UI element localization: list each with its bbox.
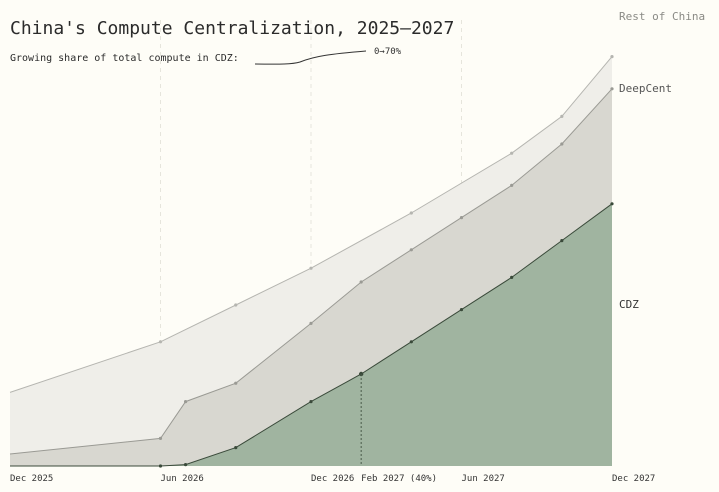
point-cdz-1 <box>158 464 163 468</box>
point-deepcent-9 <box>560 142 564 146</box>
series-label-rest-of-china: Rest of China <box>619 10 705 23</box>
point-rest-of-china-4 <box>409 211 413 215</box>
point-cdz-6 <box>409 340 413 344</box>
area-layers <box>10 56 612 467</box>
point-rest-of-china-6 <box>560 114 564 118</box>
series-labels: CDZ DeepCent Rest of China <box>619 10 705 311</box>
point-cdz-10 <box>610 202 614 206</box>
point-rest-of-china-2 <box>234 303 238 307</box>
x-tick-label: Dec 2026 <box>311 474 354 484</box>
subtitle-range: 0→70% <box>374 47 402 57</box>
point-rest-of-china-5 <box>510 151 514 155</box>
series-label-cdz: CDZ <box>619 298 639 311</box>
x-tick-label: Jun 2026 <box>161 474 204 484</box>
x-axis-ticks: Dec 2025 Jun 2026 Dec 2026 Feb 2027 (40%) Ju… <box>10 474 655 484</box>
x-tick-label: Feb 2027 (40%) <box>361 474 437 484</box>
point-deepcent-3 <box>234 381 238 385</box>
point-deepcent-5 <box>359 280 363 284</box>
point-deepcent-6 <box>409 248 413 252</box>
x-tick-label: Dec 2025 <box>10 474 53 484</box>
point-cdz-3 <box>234 446 238 450</box>
point-rest-of-china-3 <box>309 266 313 270</box>
point-rest-of-china-7 <box>610 55 614 59</box>
series-label-deepcent: DeepCent <box>619 82 672 95</box>
point-cdz-8 <box>510 275 514 279</box>
point-deepcent-2 <box>183 400 188 404</box>
x-tick-label: Jun 2027 <box>462 474 505 484</box>
point-cdz-2 <box>183 463 188 467</box>
line-rest-of-china <box>9 56 613 393</box>
point-deepcent-7 <box>459 216 464 220</box>
point-cdz-7 <box>459 308 464 312</box>
point-cdz-9 <box>560 239 564 243</box>
point-cdz-4 <box>309 400 313 404</box>
point-deepcent-8 <box>510 183 514 187</box>
point-deepcent-10 <box>610 87 614 91</box>
series-points <box>158 55 614 468</box>
chart-title: China's Compute Centralization, 2025–202… <box>10 18 454 39</box>
x-tick-label: Dec 2027 <box>612 474 655 484</box>
point-rest-of-china-1 <box>158 340 163 344</box>
point-deepcent-4 <box>309 321 313 325</box>
sparkline <box>254 50 367 65</box>
point-deepcent-1 <box>158 436 163 440</box>
chart-subtitle: Growing share of total compute in CDZ: <box>10 53 239 64</box>
area-cdz <box>10 203 612 467</box>
